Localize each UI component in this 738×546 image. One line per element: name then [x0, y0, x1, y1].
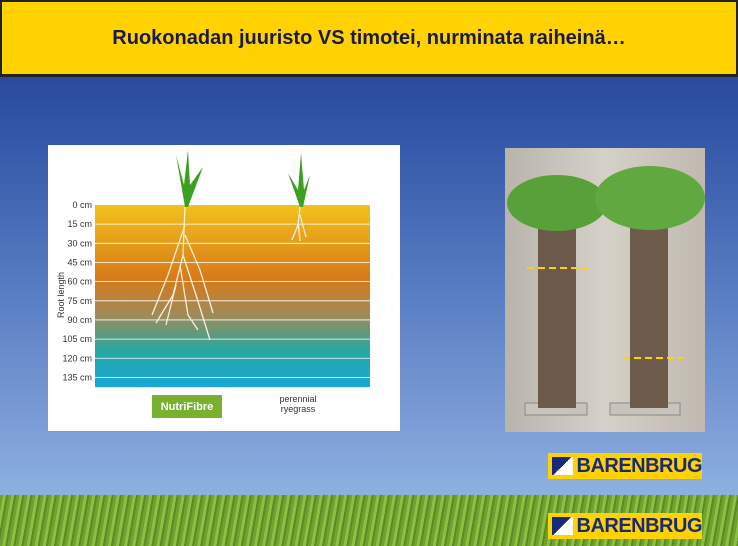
barenbrug-footer-logo: BARENBRUG: [548, 513, 703, 539]
depth-label: 90 cm: [67, 315, 92, 325]
root-photo: [505, 148, 705, 432]
slide-title: Ruokonadan juuristo VS timotei, nurminat…: [0, 0, 738, 77]
depth-label: 45 cm: [67, 257, 92, 267]
nutrifibre-logo: NutriFibre: [161, 401, 214, 413]
axis-label: Root length: [56, 272, 66, 318]
plants: [176, 150, 310, 207]
depth-label: 60 cm: [67, 277, 92, 287]
depth-label: 75 cm: [67, 296, 92, 306]
depth-label: 120 cm: [62, 353, 92, 363]
photo-svg: [507, 166, 705, 416]
ryegrass-label: ryegrass: [281, 404, 316, 414]
depth-label: 0 cm: [72, 200, 92, 210]
band-lines: [95, 223, 370, 378]
depth-label: 105 cm: [62, 334, 92, 344]
depth-label: 135 cm: [62, 372, 92, 382]
root-diagram: Root length NutriFibre perennial ryegras…: [48, 145, 400, 431]
nutrifibre-logo-box: [152, 395, 222, 418]
ryegrass-label: perennial: [279, 394, 316, 404]
roots: [151, 206, 307, 341]
diagram-svg: Root length NutriFibre perennial ryegras…: [56, 150, 370, 418]
depth-label: 30 cm: [67, 238, 92, 248]
barenbrug-logo: BARENBRUG: [548, 453, 703, 479]
soil: [95, 205, 370, 387]
depth-label: 15 cm: [67, 219, 92, 229]
